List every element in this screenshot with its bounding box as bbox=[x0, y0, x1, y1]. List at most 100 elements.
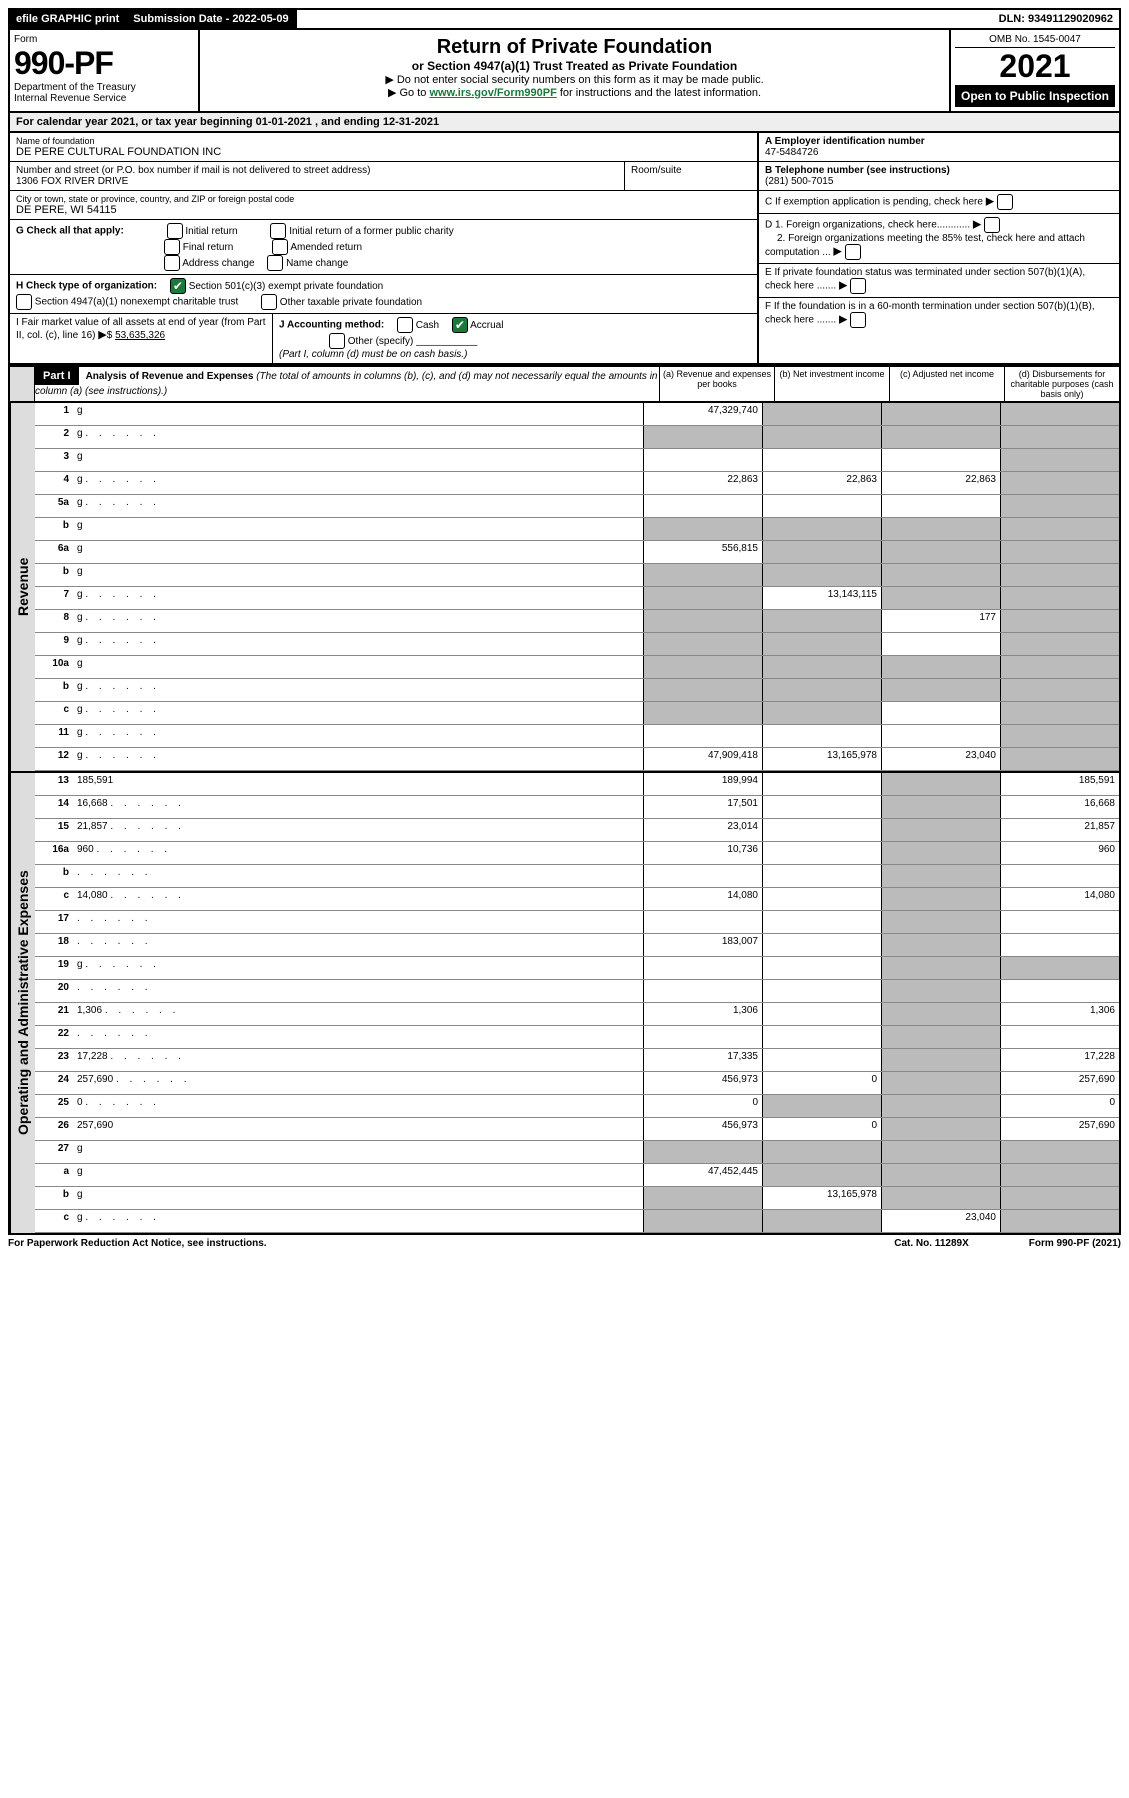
amount-cell-grey bbox=[881, 911, 1000, 933]
efile-label[interactable]: efile GRAPHIC print bbox=[10, 10, 127, 28]
amount-cell-grey bbox=[1000, 449, 1119, 471]
table-row: 2g . . . . . . bbox=[35, 426, 1119, 449]
amount-cell bbox=[762, 980, 881, 1002]
checkbox-initial-return[interactable] bbox=[167, 223, 183, 239]
table-row: bg . . . . . . bbox=[35, 679, 1119, 702]
amount-cell-grey bbox=[881, 1164, 1000, 1186]
phone-value: (281) 500-7015 bbox=[765, 176, 833, 187]
line-number: 4 bbox=[35, 472, 73, 494]
amount-cell-grey bbox=[881, 819, 1000, 841]
line-description: g . . . . . . bbox=[73, 472, 643, 494]
line-description: g bbox=[73, 518, 643, 540]
table-row: 4g . . . . . .22,86322,86322,863 bbox=[35, 472, 1119, 495]
opt-final: Final return bbox=[183, 242, 234, 253]
amount-cell bbox=[881, 495, 1000, 517]
line-number: c bbox=[35, 888, 73, 910]
amount-cell bbox=[643, 980, 762, 1002]
table-row: 1416,668 . . . . . .17,50116,668 bbox=[35, 796, 1119, 819]
checkbox-501c3[interactable] bbox=[170, 278, 186, 294]
amount-cell-grey bbox=[881, 1187, 1000, 1209]
checkbox-e[interactable] bbox=[850, 278, 866, 294]
amount-cell bbox=[762, 888, 881, 910]
irs-link[interactable]: www.irs.gov/Form990PF bbox=[429, 87, 556, 99]
amount-cell-grey bbox=[1000, 633, 1119, 655]
checkbox-accrual[interactable] bbox=[452, 317, 468, 333]
address-row: Number and street (or P.O. box number if… bbox=[10, 162, 757, 191]
d-row: D 1. Foreign organizations, check here..… bbox=[759, 214, 1119, 264]
checkbox-d1[interactable] bbox=[984, 217, 1000, 233]
amount-cell bbox=[643, 449, 762, 471]
line-number: 8 bbox=[35, 610, 73, 632]
line-description: g bbox=[73, 656, 643, 678]
col-a-head: (a) Revenue and expenses per books bbox=[659, 367, 774, 401]
line-number: 7 bbox=[35, 587, 73, 609]
table-row: bg bbox=[35, 518, 1119, 541]
line-description: . . . . . . bbox=[73, 980, 643, 1002]
amount-cell-grey bbox=[881, 980, 1000, 1002]
checkbox-f[interactable] bbox=[850, 312, 866, 328]
opt-address: Address change bbox=[182, 258, 254, 269]
amount-cell: 13,143,115 bbox=[762, 587, 881, 609]
amount-cell: 47,329,740 bbox=[643, 403, 762, 425]
amount-cell bbox=[762, 725, 881, 747]
amount-cell: 960 bbox=[1000, 842, 1119, 864]
amount-cell bbox=[643, 725, 762, 747]
line-number: 9 bbox=[35, 633, 73, 655]
checkbox-address-change[interactable] bbox=[164, 255, 180, 271]
checkbox-final-return[interactable] bbox=[164, 239, 180, 255]
line-description: g . . . . . . bbox=[73, 725, 643, 747]
checkbox-initial-former[interactable] bbox=[270, 223, 286, 239]
amount-cell: 456,973 bbox=[643, 1072, 762, 1094]
amount-cell-grey bbox=[881, 656, 1000, 678]
line-number: c bbox=[35, 702, 73, 724]
line-description: g . . . . . . bbox=[73, 610, 643, 632]
b-label: B Telephone number (see instructions) bbox=[765, 165, 950, 176]
c-row: C If exemption application is pending, c… bbox=[759, 191, 1119, 214]
revenue-side-label: Revenue bbox=[10, 403, 35, 771]
phone-row: B Telephone number (see instructions) (2… bbox=[759, 162, 1119, 191]
j-note: (Part I, column (d) must be on cash basi… bbox=[279, 349, 467, 360]
amount-cell-grey bbox=[881, 1095, 1000, 1117]
amount-cell: 47,452,445 bbox=[643, 1164, 762, 1186]
expenses-section: Operating and Administrative Expenses 13… bbox=[8, 773, 1121, 1235]
amount-cell bbox=[1000, 911, 1119, 933]
i-j-row: I Fair market value of all assets at end… bbox=[10, 314, 757, 363]
checkbox-other-taxable[interactable] bbox=[261, 294, 277, 310]
c-label: C If exemption application is pending, c… bbox=[765, 197, 983, 208]
checkbox-amended[interactable] bbox=[272, 239, 288, 255]
calendar-year-line: For calendar year 2021, or tax year begi… bbox=[8, 113, 1121, 133]
checkbox-name-change[interactable] bbox=[267, 255, 283, 271]
form-number: 990-PF bbox=[14, 45, 194, 82]
city-value: DE PERE, WI 54115 bbox=[16, 204, 751, 216]
f-label: F If the foundation is in a 60-month ter… bbox=[765, 301, 1095, 326]
line-number: 25 bbox=[35, 1095, 73, 1117]
checkbox-cash[interactable] bbox=[397, 317, 413, 333]
line-description: g bbox=[73, 564, 643, 586]
checkbox-d2[interactable] bbox=[845, 244, 861, 260]
checkbox-other-method[interactable] bbox=[329, 333, 345, 349]
line-number: 2 bbox=[35, 426, 73, 448]
amount-cell: 189,994 bbox=[643, 773, 762, 795]
amount-cell: 23,014 bbox=[643, 819, 762, 841]
checkbox-4947[interactable] bbox=[16, 294, 32, 310]
amount-cell: 0 bbox=[762, 1118, 881, 1140]
line-number: 24 bbox=[35, 1072, 73, 1094]
table-row: 18 . . . . . .183,007 bbox=[35, 934, 1119, 957]
line-number: 12 bbox=[35, 748, 73, 770]
table-row: 1g47,329,740 bbox=[35, 403, 1119, 426]
amount-cell-grey bbox=[762, 656, 881, 678]
checkbox-c[interactable] bbox=[997, 194, 1013, 210]
amount-cell-grey bbox=[1000, 1164, 1119, 1186]
amount-cell-grey bbox=[881, 934, 1000, 956]
amount-cell-grey bbox=[1000, 679, 1119, 701]
amount-cell-grey bbox=[1000, 495, 1119, 517]
table-row: 11g . . . . . . bbox=[35, 725, 1119, 748]
expenses-side-label: Operating and Administrative Expenses bbox=[10, 773, 35, 1233]
amount-cell: 13,165,978 bbox=[762, 748, 881, 770]
amount-cell-grey bbox=[643, 633, 762, 655]
line-number: 27 bbox=[35, 1141, 73, 1163]
fmv-value: 53,635,326 bbox=[115, 330, 165, 341]
info-right: A Employer identification number 47-5484… bbox=[759, 133, 1119, 363]
table-row: 19g . . . . . . bbox=[35, 957, 1119, 980]
amount-cell-grey bbox=[881, 564, 1000, 586]
